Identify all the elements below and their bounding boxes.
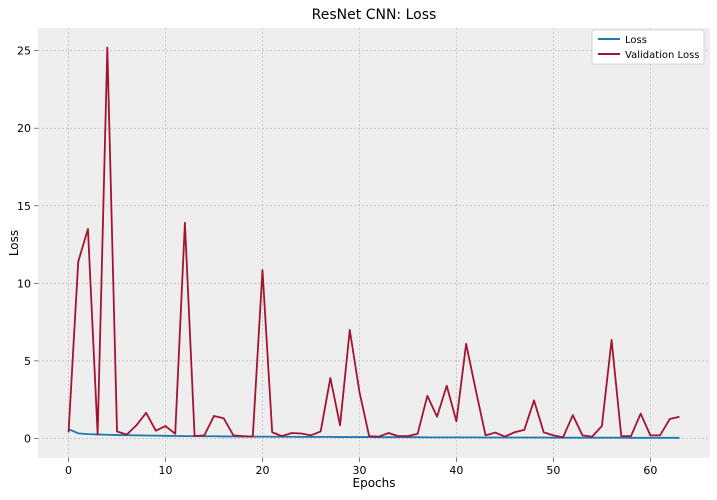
y-tick-label: 15 [17,200,31,213]
x-tick-label: 60 [643,464,657,477]
x-tick-label: 0 [65,464,72,477]
plot-background [38,28,710,458]
legend-label: Validation Loss [625,50,700,61]
x-axis-label: Epochs [353,476,396,490]
y-tick-label: 0 [24,432,31,445]
legend-label: Loss [625,35,647,46]
y-tick-label: 10 [17,277,31,290]
x-tick-label: 50 [546,464,560,477]
x-tick-label: 40 [449,464,463,477]
y-tick-label: 5 [24,355,31,368]
x-tick-label: 10 [159,464,173,477]
legend: Loss Validation Loss [591,29,705,65]
x-axis: 0 10 20 30 40 50 60 [65,458,657,477]
y-tick-label: 25 [17,45,31,58]
x-tick-label: 30 [352,464,366,477]
y-axis: 0 5 10 15 20 25 [17,45,38,445]
y-tick-label: 20 [17,122,31,135]
series-line-validation-loss [67,46,680,439]
chart-title: ResNet CNN: Loss [312,7,437,23]
y-axis-label: Loss [7,230,21,256]
series-lines [67,46,680,439]
x-tick-label: 20 [255,464,269,477]
